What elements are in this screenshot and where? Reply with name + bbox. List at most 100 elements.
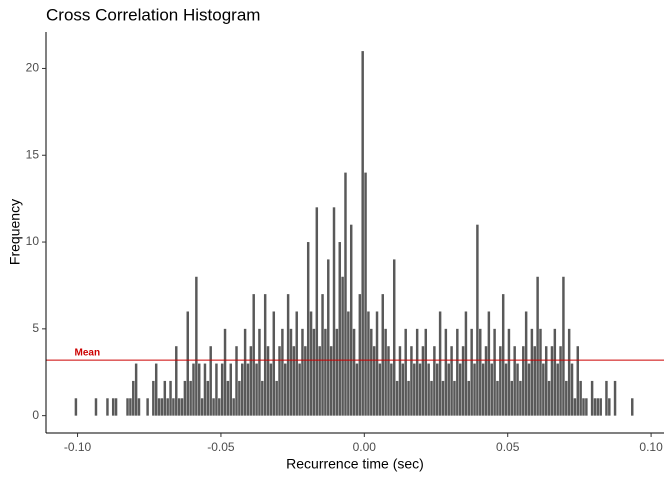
bar [490,363,493,416]
bar [522,346,525,416]
bar [473,363,476,416]
bar [212,398,215,416]
bar [631,398,634,416]
bar [286,294,290,416]
bar [499,346,502,416]
bar [154,363,158,416]
bar [335,328,339,416]
bar [484,346,488,416]
bar [510,380,514,416]
bar [390,363,393,416]
bar [327,259,330,416]
bar [252,294,255,416]
bar [527,363,531,416]
bar [223,328,227,416]
bar [315,207,319,416]
bar [395,380,399,416]
bar [318,346,321,416]
bar [275,380,278,416]
bar [329,346,333,416]
bar [370,328,373,416]
bar [332,207,336,416]
bar [553,328,557,416]
bar [358,294,362,416]
bar [229,363,233,416]
bar [269,363,273,416]
bar [570,363,574,416]
bar [341,276,344,416]
bar [487,311,491,416]
bar [160,398,164,416]
bar [126,398,129,416]
y-tick-label: 15 [26,147,40,161]
mean-label: Mean [75,348,101,359]
bar [344,172,347,416]
bar [309,311,313,416]
bar [438,311,442,416]
bar [413,363,416,416]
bar [519,380,522,416]
bar [197,363,201,416]
bar [453,380,456,416]
bar [565,380,568,416]
y-tick-label: 10 [26,234,40,248]
bar [496,380,499,416]
bar [321,294,324,416]
bar [94,398,98,416]
bar [163,380,167,416]
bar [238,380,241,416]
bar [284,363,287,416]
bar [410,346,413,416]
bar [106,398,109,416]
bar [169,380,172,416]
bar [232,398,235,416]
bar [352,328,356,416]
bar [375,311,379,416]
bar [355,363,359,416]
bar [539,328,542,416]
bar [481,363,485,416]
bar [349,224,353,416]
bar [203,363,207,416]
bar [218,398,221,416]
bar [241,363,244,416]
bar [392,259,396,416]
bar [381,294,384,416]
bar [312,328,316,416]
bar [195,276,198,416]
bar [415,328,419,416]
bar [304,346,307,416]
bar [524,311,528,416]
x-tick-label: 0.10 [639,440,663,454]
bar [576,346,580,416]
y-tick-label: 20 [26,61,40,75]
bar [226,380,230,416]
bar [324,328,327,416]
bar [387,346,390,416]
bar [361,51,364,416]
bar [599,398,602,416]
bar [172,398,175,416]
bar [530,328,534,416]
bar [132,380,135,416]
bar [450,346,453,416]
bar [436,363,439,416]
bar [544,346,548,416]
bar [364,172,367,416]
bar [407,380,410,416]
bar [516,363,519,416]
bar [183,380,187,416]
bar [243,328,247,416]
bar [258,328,261,416]
bar [347,311,350,416]
bar [608,398,611,416]
bar [430,380,433,416]
bar [134,363,138,416]
bar [295,311,298,416]
y-tick-label: 0 [32,408,39,422]
bar [507,328,511,416]
bar [166,398,169,416]
bar [261,380,264,416]
bar [157,398,161,416]
